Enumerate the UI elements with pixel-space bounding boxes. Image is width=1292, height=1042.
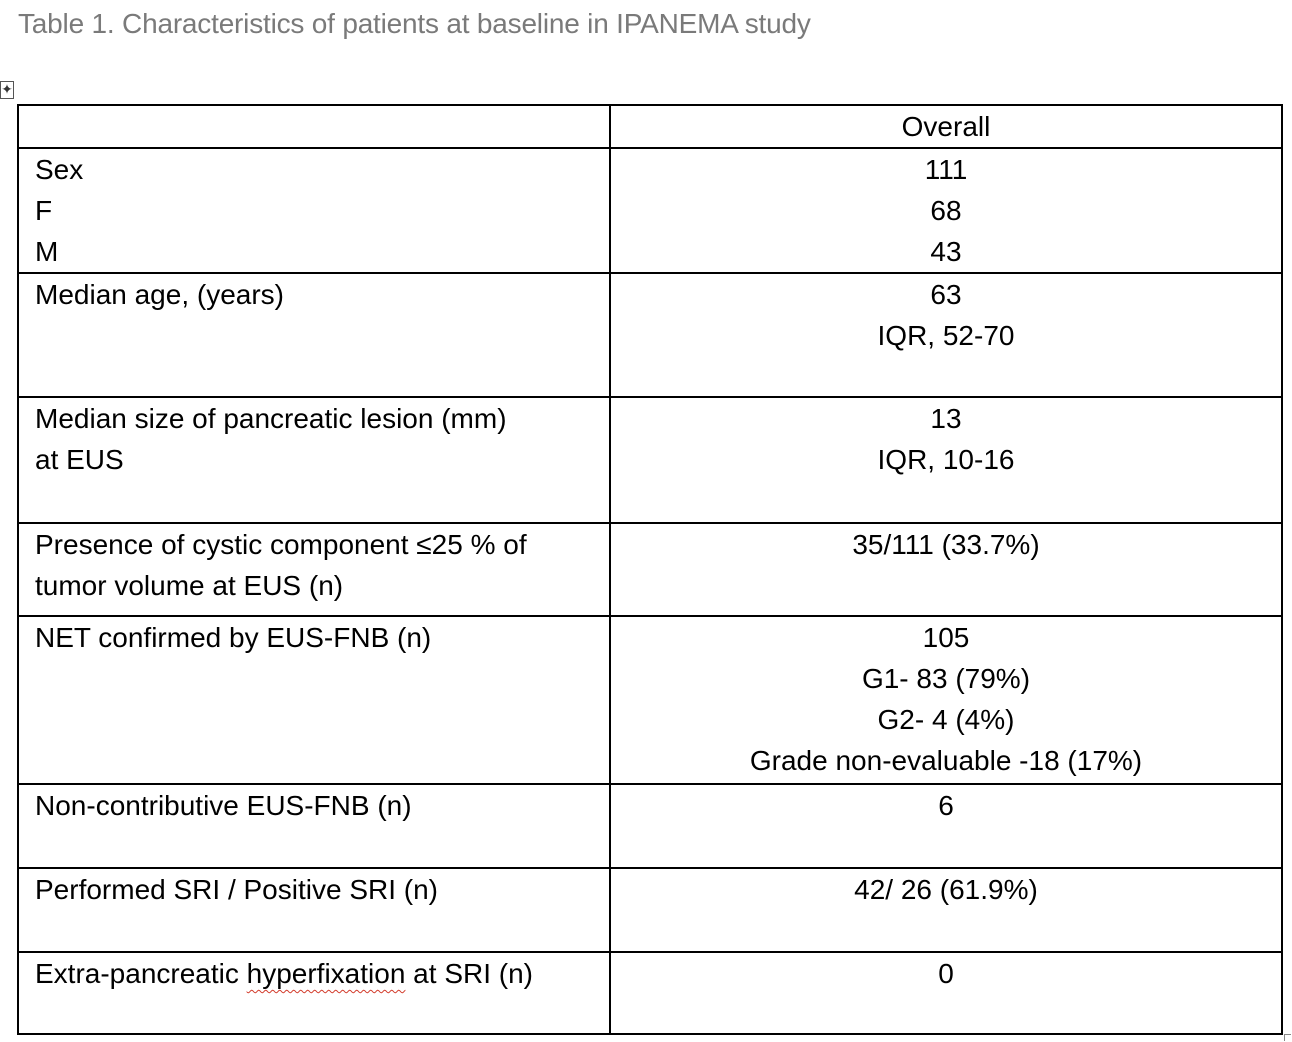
row-label-cell: Non-contributive EUS-FNB (n)	[17, 783, 611, 869]
row-label-cell: Sex F M	[17, 147, 611, 274]
row-value-line: 68	[930, 195, 962, 226]
row-label-cell: Presence of cystic component ≤25 % of tu…	[17, 522, 611, 617]
row-value-line: 0	[938, 958, 954, 989]
baseline-characteristics-table: Overall Sex F M 111 68 43 Median age, (y…	[17, 104, 1283, 1035]
move-arrows-icon[interactable]: ✦	[0, 81, 14, 99]
table-caption: Table 1. Characteristics of patients at …	[18, 8, 811, 39]
row-label-line: Median age, (years)	[35, 279, 285, 310]
row-label-line: at EUS	[35, 444, 124, 475]
row-value-cell: 42/ 26 (61.9%)	[609, 867, 1283, 953]
row-value-line: Grade non-evaluable -18 (17%)	[749, 745, 1143, 776]
header-label-cell	[17, 104, 611, 149]
header-overall-label: Overall	[901, 111, 991, 142]
row-value-line: 13	[930, 403, 962, 434]
row-value-cell: 0	[609, 951, 1283, 1035]
row-value-line: 43	[930, 236, 962, 267]
row-value-line: 63	[930, 279, 962, 310]
table-row-median-age: Median age, (years) 63 IQR, 52-70	[17, 272, 1283, 398]
row-value-line: 6	[938, 790, 954, 821]
table-row-non-contributive: Non-contributive EUS-FNB (n) 6	[17, 783, 1283, 869]
table-row-lesion-size: Median size of pancreatic lesion (mm) at…	[17, 396, 1283, 524]
row-label-line: Presence of cystic component ≤25 % of	[35, 529, 527, 560]
row-value-line: 35/111 (33.7%)	[852, 529, 1040, 560]
row-value-line: G1- 83 (79%)	[861, 663, 1031, 694]
table-row-net-confirmed: NET confirmed by EUS-FNB (n) 105 G1- 83 …	[17, 615, 1283, 785]
row-value-line: 105	[922, 622, 970, 653]
row-value-line: 42/ 26 (61.9%)	[854, 874, 1038, 905]
header-overall-cell: Overall	[609, 104, 1283, 149]
table-header-row: Overall	[17, 104, 1283, 149]
row-value-line: IQR, 10-16	[877, 444, 1015, 475]
table-row-sri: Performed SRI / Positive SRI (n) 42/ 26 …	[17, 867, 1283, 953]
row-value-cell: 13 IQR, 10-16	[609, 396, 1283, 524]
row-value-line: G2- 4 (4%)	[877, 704, 1015, 735]
row-label-cell: NET confirmed by EUS-FNB (n)	[17, 615, 611, 785]
row-label-line: F	[35, 195, 53, 226]
table-row-extra-pancreatic: Extra-pancreatic hyperfixation at SRI (n…	[17, 951, 1283, 1035]
row-value-cell: 111 68 43	[609, 147, 1283, 274]
row-label-line: Extra-pancreatic hyperfixation at SRI (n…	[35, 958, 533, 989]
row-value-line: IQR, 52-70	[877, 320, 1015, 351]
row-label-cell: Median age, (years)	[17, 272, 611, 398]
row-label-cell: Extra-pancreatic hyperfixation at SRI (n…	[17, 951, 611, 1035]
table-row-sex: Sex F M 111 68 43	[17, 147, 1283, 274]
row-label-line: NET confirmed by EUS-FNB (n)	[35, 622, 432, 653]
row-value-line: 111	[924, 154, 968, 185]
row-label-line: tumor volume at EUS (n)	[35, 570, 344, 601]
row-value-cell: 6	[609, 783, 1283, 869]
row-label-line: Median size of pancreatic lesion (mm)	[35, 403, 507, 434]
row-value-cell: 63 IQR, 52-70	[609, 272, 1283, 398]
row-value-cell: 105 G1- 83 (79%) G2- 4 (4%) Grade non-ev…	[609, 615, 1283, 785]
row-label-line: M	[35, 236, 59, 267]
table-row-cystic-component: Presence of cystic component ≤25 % of tu…	[17, 522, 1283, 617]
row-label-line: Non-contributive EUS-FNB (n)	[35, 790, 412, 821]
row-label-cell: Performed SRI / Positive SRI (n)	[17, 867, 611, 953]
table-resize-handle[interactable]	[1284, 1034, 1291, 1041]
row-label-line: Performed SRI / Positive SRI (n)	[35, 874, 439, 905]
row-label-cell: Median size of pancreatic lesion (mm) at…	[17, 396, 611, 524]
row-label-line: Sex	[35, 154, 84, 185]
spellcheck-underline[interactable]: hyperfixation	[246, 958, 406, 989]
row-value-cell: 35/111 (33.7%)	[609, 522, 1283, 617]
